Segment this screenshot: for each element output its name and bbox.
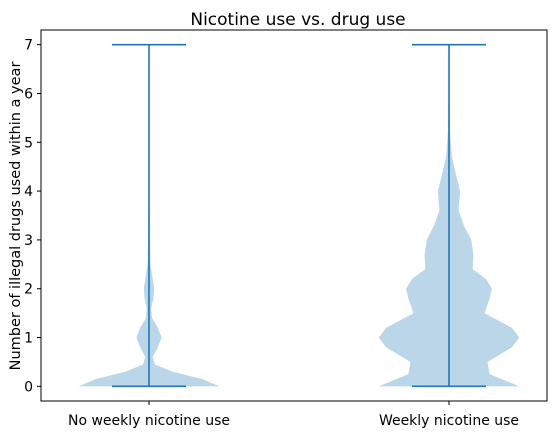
plot-area: [78, 43, 520, 388]
y-tick-label: 1: [24, 331, 33, 347]
x-axis-ticks: No weekly nicotine use Weekly nicotine us…: [68, 401, 519, 429]
chart-title: Nicotine use vs. drug use: [190, 10, 405, 30]
y-tick-label: 4: [24, 184, 33, 200]
y-tick-label: 5: [24, 135, 33, 151]
y-tick-label: 2: [24, 282, 33, 298]
y-tick-label: 0: [24, 379, 33, 395]
y-axis-label: Number of illegal drugs used within a ye…: [8, 62, 24, 371]
y-axis-ticks: 0 1 2 3 4 5 6 7: [24, 38, 41, 395]
y-tick-label: 7: [24, 38, 33, 54]
x-tick-label: Weekly nicotine use: [379, 413, 519, 429]
y-tick-label: 6: [24, 86, 33, 102]
y-tick-label: 3: [24, 233, 33, 249]
x-tick-label: No weekly nicotine use: [68, 413, 230, 429]
axes-frame: [40, 29, 548, 402]
